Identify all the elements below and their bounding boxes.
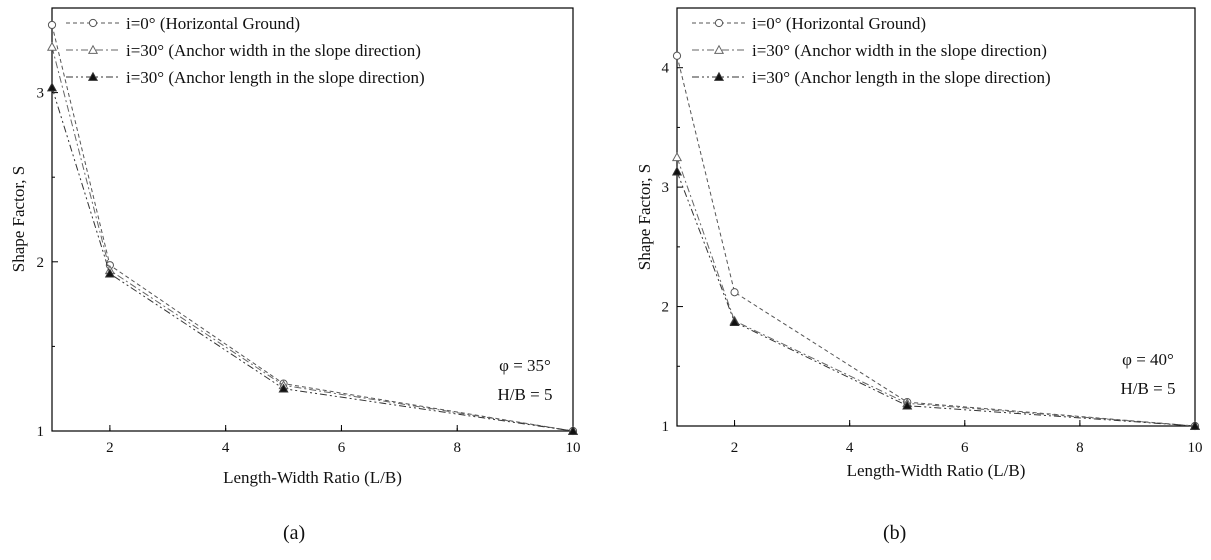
y-tick-label: 4 xyxy=(662,61,670,77)
data-point xyxy=(671,152,683,162)
series-line-1 xyxy=(51,46,574,432)
x-tick-label: 6 xyxy=(961,440,969,456)
y-tick-label: 3 xyxy=(37,86,45,102)
plot-frame xyxy=(676,7,1196,427)
annotation-1: H/B = 5 xyxy=(498,385,553,404)
data-point xyxy=(278,383,289,393)
data-point xyxy=(1189,420,1201,430)
y-tick-label: 2 xyxy=(662,300,670,316)
x-tick-label: 4 xyxy=(222,440,230,456)
legend-marker-2 xyxy=(713,71,725,81)
legend-marker-2 xyxy=(87,71,99,81)
series-line-2 xyxy=(676,171,1196,427)
data-point xyxy=(104,268,115,278)
x-tick-label: 10 xyxy=(566,440,581,456)
data-point xyxy=(671,166,683,176)
data-point xyxy=(46,41,58,51)
x-tick-label: 8 xyxy=(453,440,461,456)
x-tick-label: 2 xyxy=(731,440,739,456)
series-line-2 xyxy=(51,87,574,432)
annotation-1: H/B = 5 xyxy=(1121,379,1176,398)
series-line-0 xyxy=(51,24,574,432)
series-line-1 xyxy=(676,157,1196,427)
x-tick-label: 2 xyxy=(106,440,114,456)
data-point xyxy=(46,82,58,92)
legend-label-0: i=0° (Horizontal Ground) xyxy=(752,14,926,33)
legend-marker-1 xyxy=(87,44,99,54)
series-line-0 xyxy=(676,55,1196,427)
data-point xyxy=(902,400,913,410)
x-tick-label: 10 xyxy=(1188,440,1203,456)
legend-label-2: i=30° (Anchor length in the slope direct… xyxy=(126,68,425,87)
legend-label-2: i=30° (Anchor length in the slope direct… xyxy=(752,68,1051,87)
y-tick-label: 2 xyxy=(37,255,45,271)
x-tick-label: 6 xyxy=(338,440,346,456)
legend-marker-0 xyxy=(714,18,724,28)
x-axis-label: Length-Width Ratio (L/B) xyxy=(223,468,402,487)
data-point xyxy=(729,316,740,326)
y-tick-label: 1 xyxy=(662,419,670,435)
legend-marker-0 xyxy=(88,18,98,28)
data-point xyxy=(47,20,57,30)
legend-label-0: i=0° (Horizontal Ground) xyxy=(126,14,300,33)
plot-frame xyxy=(51,7,574,432)
x-axis-label: Length-Width Ratio (L/B) xyxy=(847,461,1026,480)
y-axis-label: Shape Factor, S xyxy=(9,166,28,273)
y-axis-label: Shape Factor, S xyxy=(635,164,654,271)
x-tick-label: 4 xyxy=(846,440,854,456)
data-point xyxy=(672,51,682,60)
y-tick-label: 3 xyxy=(662,180,670,196)
caption-a: (a) xyxy=(283,522,306,544)
legend-label-1: i=30° (Anchor width in the slope directi… xyxy=(752,41,1047,60)
y-tick-label: 1 xyxy=(37,424,45,440)
data-point xyxy=(567,425,579,435)
data-point xyxy=(730,288,739,297)
annotation-0: φ = 35° xyxy=(499,356,551,375)
x-tick-label: 8 xyxy=(1076,440,1084,456)
caption-b: (b) xyxy=(883,522,907,544)
legend-marker-1 xyxy=(713,44,725,54)
annotation-0: φ = 40° xyxy=(1122,350,1174,369)
legend-label-1: i=30° (Anchor width in the slope directi… xyxy=(126,41,421,60)
